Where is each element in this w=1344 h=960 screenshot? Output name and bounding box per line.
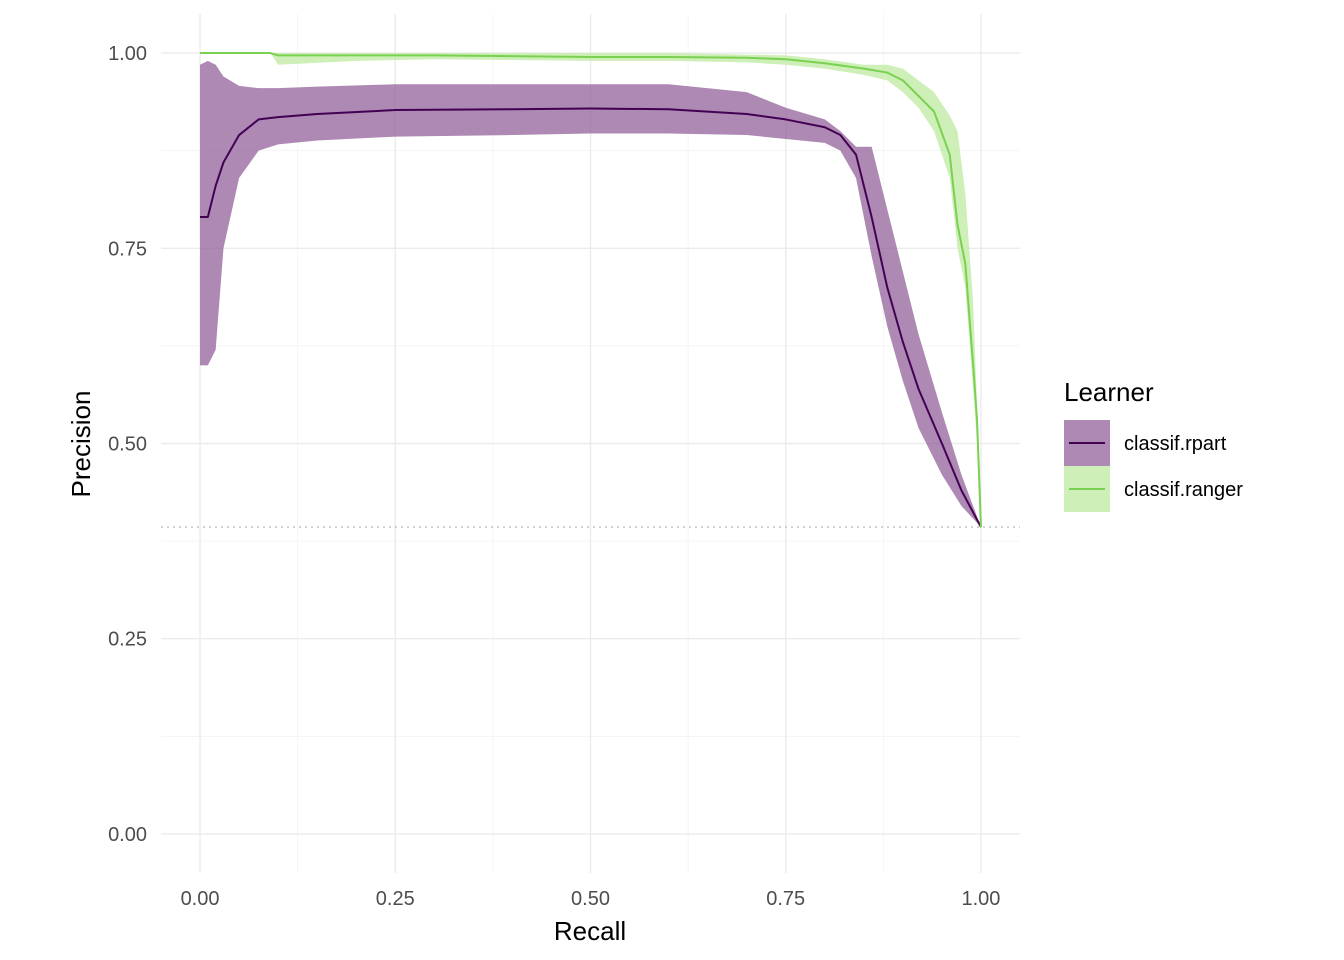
legend: Learner classif.rpart classif.ranger — [1064, 377, 1243, 512]
y-tick-label: 0.50 — [108, 434, 147, 456]
band-classif-rpart — [200, 60, 981, 528]
y-tick-label: 0.00 — [108, 824, 147, 846]
y-tick-label: 1.00 — [108, 43, 147, 65]
confidence-bands — [200, 53, 981, 528]
y-tick-labels: 0.00 0.25 0.50 0.75 1.00 — [108, 43, 147, 846]
x-tick-label: 0.25 — [376, 888, 415, 910]
x-axis-title: Recall — [554, 916, 626, 946]
legend-label-classif-rpart: classif.rpart — [1124, 433, 1227, 455]
line-classif-rpart — [200, 107, 982, 528]
legend-label-classif-ranger: classif.ranger — [1124, 479, 1243, 501]
line-classif-ranger — [200, 52, 982, 528]
y-tick-label: 0.25 — [108, 629, 147, 651]
y-axis-title: Precision — [66, 391, 96, 498]
x-tick-label: 1.00 — [961, 888, 1000, 910]
x-tick-label: 0.00 — [181, 888, 220, 910]
x-tick-label: 0.75 — [766, 888, 805, 910]
x-tick-labels: 0.00 0.25 0.50 0.75 1.00 — [181, 888, 1001, 910]
y-tick-label: 0.75 — [108, 238, 147, 260]
legend-items: classif.rpart classif.ranger — [1064, 420, 1243, 512]
x-tick-label: 0.50 — [571, 888, 610, 910]
series-lines — [200, 52, 982, 528]
legend-title: Learner — [1064, 377, 1154, 407]
